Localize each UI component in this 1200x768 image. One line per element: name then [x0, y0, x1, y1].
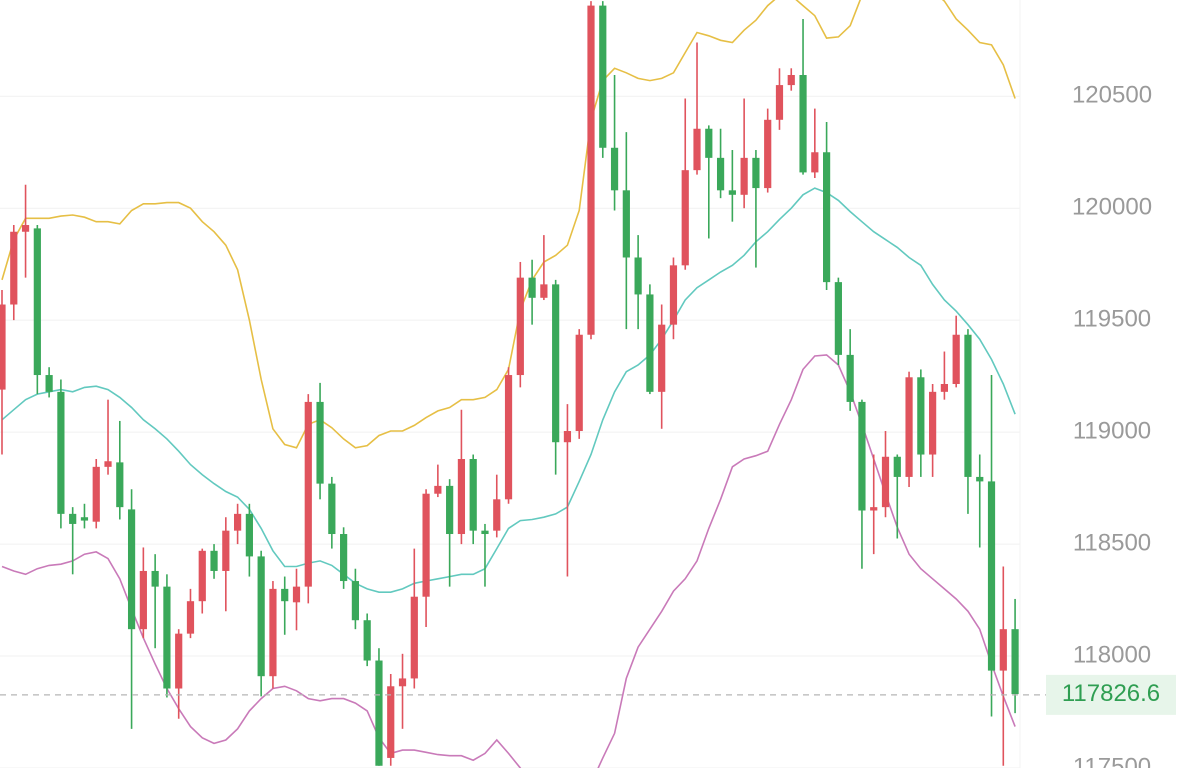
candle-body — [245, 513, 253, 557]
candle-body — [363, 620, 371, 661]
candle-body — [186, 601, 195, 634]
candle-body — [422, 493, 430, 597]
candle-body — [881, 456, 890, 508]
candle-body — [987, 481, 996, 671]
candle-body — [775, 85, 784, 120]
candle-body — [646, 294, 654, 392]
y-tick-label: 119000 — [1073, 417, 1151, 444]
band-line — [1, 187, 1016, 593]
candle-body — [516, 277, 524, 376]
candle-body — [375, 660, 383, 766]
candle-body — [752, 157, 760, 189]
candle-body — [481, 530, 489, 535]
candle-body — [587, 5, 595, 335]
candle-body — [823, 152, 831, 283]
candle-body — [563, 431, 572, 443]
candle-body — [45, 375, 53, 392]
candle-body — [964, 334, 972, 477]
candle-body — [387, 686, 395, 758]
candle-body — [127, 509, 136, 630]
candle-body — [787, 75, 795, 86]
candle-body — [292, 586, 301, 603]
candle-body — [893, 456, 901, 477]
candle-body — [693, 128, 701, 171]
candle-body — [540, 284, 548, 298]
candle-body — [175, 633, 183, 689]
candle-body — [351, 581, 359, 621]
candle-body — [716, 157, 725, 191]
candle-body — [634, 257, 642, 295]
candle-body — [234, 513, 242, 531]
candle-body — [764, 119, 772, 189]
candle-body — [917, 377, 925, 455]
y-tick-label: 117500 — [1073, 753, 1151, 768]
candle-body — [870, 507, 878, 511]
candle-body — [552, 284, 560, 443]
candle-body — [10, 231, 18, 305]
candle-body — [705, 128, 713, 158]
candle-body — [57, 391, 65, 514]
candle-body — [92, 466, 100, 522]
last-price-label: 117826.6 — [1062, 680, 1160, 707]
candle-body — [446, 485, 454, 535]
candle-body — [658, 324, 666, 392]
candle-body — [528, 277, 536, 298]
candle-body — [846, 354, 854, 402]
candle-body — [80, 517, 89, 521]
candle-body — [858, 401, 866, 511]
candle-body — [222, 530, 230, 571]
y-tick-label: 120500 — [1072, 82, 1152, 109]
candle-body — [469, 459, 477, 531]
candle-body — [0, 304, 6, 390]
candle-body — [410, 596, 418, 679]
candle-body — [328, 483, 336, 535]
y-tick-label: 119500 — [1073, 306, 1151, 333]
last-price-box — [1046, 674, 1176, 715]
candle-body — [905, 377, 913, 477]
candle-body — [610, 147, 619, 191]
candle-body — [834, 282, 842, 355]
candle-body — [434, 485, 442, 494]
candle-body — [740, 157, 748, 195]
candle-body — [116, 462, 124, 508]
candle-body — [269, 588, 277, 677]
candle-body — [999, 629, 1007, 671]
candle-body — [457, 459, 466, 535]
candle-body — [163, 586, 171, 689]
candle-body — [952, 334, 960, 384]
candle-body — [622, 190, 630, 258]
candle-body — [493, 499, 501, 531]
candle-body — [104, 461, 112, 467]
y-tick-label: 118000 — [1073, 641, 1151, 668]
candle-body — [575, 334, 583, 432]
candle-body — [799, 75, 807, 173]
candle-body — [728, 190, 736, 195]
candle-body — [281, 588, 289, 602]
candle-body — [504, 375, 513, 500]
candle-body — [1011, 629, 1019, 695]
candle-body — [929, 391, 937, 455]
candle-body — [69, 513, 77, 524]
candle-body — [139, 570, 147, 630]
y-tick-label: 120000 — [1072, 194, 1152, 221]
candle-body — [669, 265, 678, 325]
candle-body — [340, 534, 348, 582]
candle-body — [940, 384, 948, 392]
candle-body — [21, 225, 30, 232]
candle-body — [811, 152, 819, 173]
candle-body — [599, 5, 607, 148]
candle-body — [398, 678, 407, 687]
candle-body — [681, 170, 689, 266]
candle-body — [151, 570, 159, 587]
candle-body — [198, 550, 206, 602]
y-tick-label: 118500 — [1073, 529, 1151, 556]
candle-body — [33, 228, 41, 376]
candle-body — [316, 401, 324, 484]
candle-body — [304, 401, 312, 587]
candle-body — [257, 556, 265, 677]
candle-body — [210, 550, 218, 571]
candle-body — [976, 476, 984, 482]
